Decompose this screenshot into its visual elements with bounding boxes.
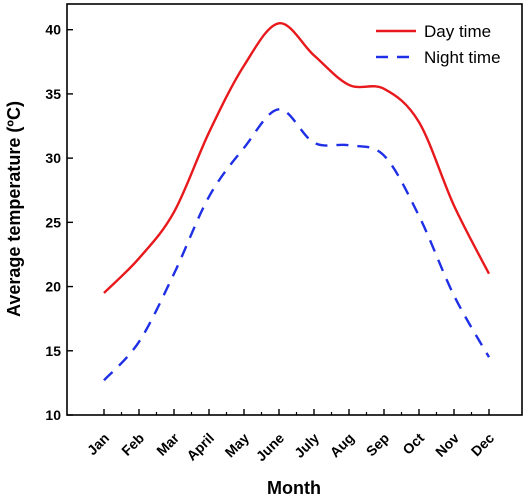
x-tick-label: Mar: [153, 429, 182, 458]
x-tick-label: Dec: [468, 430, 498, 460]
legend-label: Night time: [424, 48, 501, 67]
y-tick-label: 15: [45, 343, 61, 359]
y-tick-label: 30: [45, 150, 61, 166]
x-tick-label: Aug: [327, 430, 358, 461]
plot-frame: [66, 3, 523, 416]
x-axis: Jan Feb Mar April May June July Aug Sep Oct Nov Dec: [84, 409, 498, 465]
series-layer: [103, 22, 491, 382]
x-tick-label: Nov: [432, 430, 462, 460]
legend: Day time Night time: [376, 22, 501, 67]
x-tick-label: May: [222, 430, 253, 461]
x-tick-label: Sep: [363, 430, 392, 459]
y-tick-label: 20: [45, 279, 61, 295]
y-axis: 10 15 20 25 30 35 40: [45, 22, 73, 423]
y-tick-label: 40: [45, 22, 61, 38]
x-tick-label: Jan: [84, 430, 112, 458]
x-tick-label: June: [253, 430, 288, 465]
x-tick-label: Oct: [399, 430, 427, 458]
y-tick-label: 35: [45, 86, 61, 102]
y-tick-label: 10: [45, 407, 61, 423]
y-tick-label: 25: [45, 214, 61, 230]
series-line-day-time: [103, 22, 491, 294]
x-tick-label: Feb: [118, 430, 147, 459]
y-axis-title: Average temperature (ºC): [4, 101, 24, 317]
x-tick-label: July: [291, 430, 322, 461]
legend-label: Day time: [424, 22, 491, 41]
x-axis-title: Month: [267, 478, 321, 498]
x-tick-label: April: [183, 430, 217, 464]
